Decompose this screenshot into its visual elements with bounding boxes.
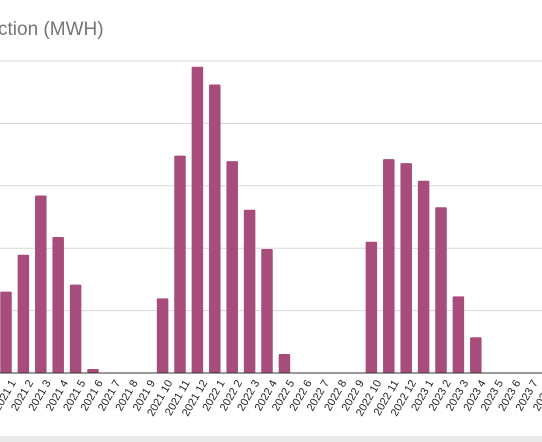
bar-2022-2 xyxy=(226,161,238,373)
bar-2022-10 xyxy=(365,241,378,373)
bar-2021-1 xyxy=(0,291,12,373)
bottom-scrollbar-strip xyxy=(0,436,542,442)
bar-2021-11 xyxy=(174,155,186,373)
bar-2022-11 xyxy=(383,159,395,373)
bar-2021-10 xyxy=(156,298,169,373)
bar-2023-2 xyxy=(435,207,447,373)
bar-2022-4 xyxy=(261,248,273,373)
bars xyxy=(0,66,482,374)
bar-2022-12 xyxy=(400,163,412,373)
bar-2021-2 xyxy=(17,254,30,373)
bar-2022-3 xyxy=(243,209,256,373)
bar-2023-3 xyxy=(452,296,465,373)
bar-2021-6 xyxy=(87,369,99,373)
bar-2023-1 xyxy=(417,180,430,373)
bar-2022-1 xyxy=(209,84,221,373)
bar-2021-12 xyxy=(191,66,204,374)
bar-2023-4 xyxy=(470,337,482,373)
bar-2021-4 xyxy=(52,236,64,373)
bar-2021-3 xyxy=(35,195,47,373)
bar-2021-5 xyxy=(69,284,82,373)
bar-2022-5 xyxy=(278,354,291,373)
chart-title: ction (MWH) xyxy=(0,19,104,40)
